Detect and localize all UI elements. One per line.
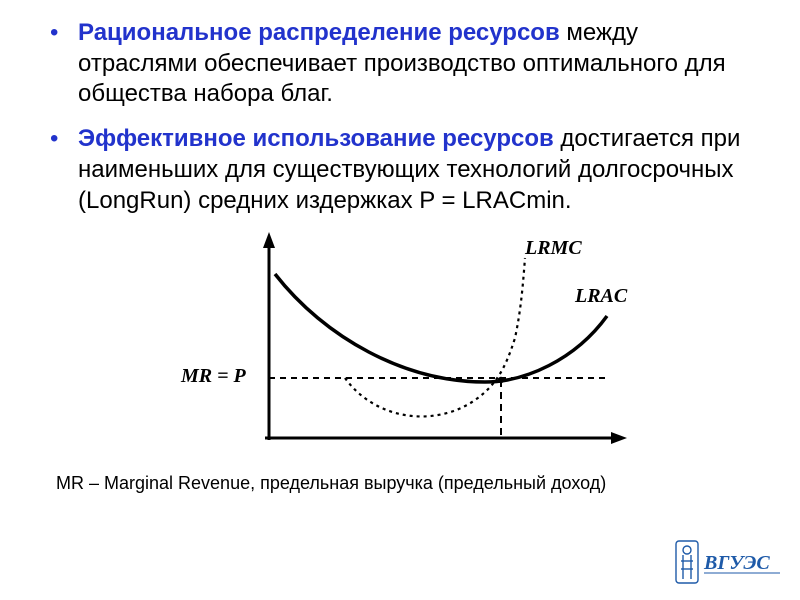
label-lrmc: LRMC [524, 237, 582, 259]
chart-caption: MR – Marginal Revenue, предельная выручк… [56, 473, 760, 494]
bullet-list: Рациональное распределение ресурсов межд… [50, 18, 760, 216]
logo-svg: ВГУЭС [674, 539, 784, 585]
bullet-term: Рациональное распределение ресурсов [78, 19, 560, 46]
bullet-item: Эффективное использование ресурсов дости… [50, 124, 760, 216]
bullet-item: Рациональное распределение ресурсов межд… [50, 18, 760, 110]
cost-curves-chart: LRMC LRAC MR = P [175, 230, 635, 465]
label-mr-equals-p: MR = P [180, 365, 247, 387]
label-lrac: LRAC [574, 285, 628, 307]
chart-svg: LRMC LRAC MR = P [175, 230, 635, 460]
chart-bg [175, 230, 635, 460]
tangent-point [498, 377, 504, 383]
bullet-term: Эффективное использование ресурсов [78, 125, 554, 152]
logo-text: ВГУЭС [703, 552, 770, 574]
university-logo: ВГУЭС [674, 539, 784, 590]
logo-figure-icon [676, 541, 698, 583]
